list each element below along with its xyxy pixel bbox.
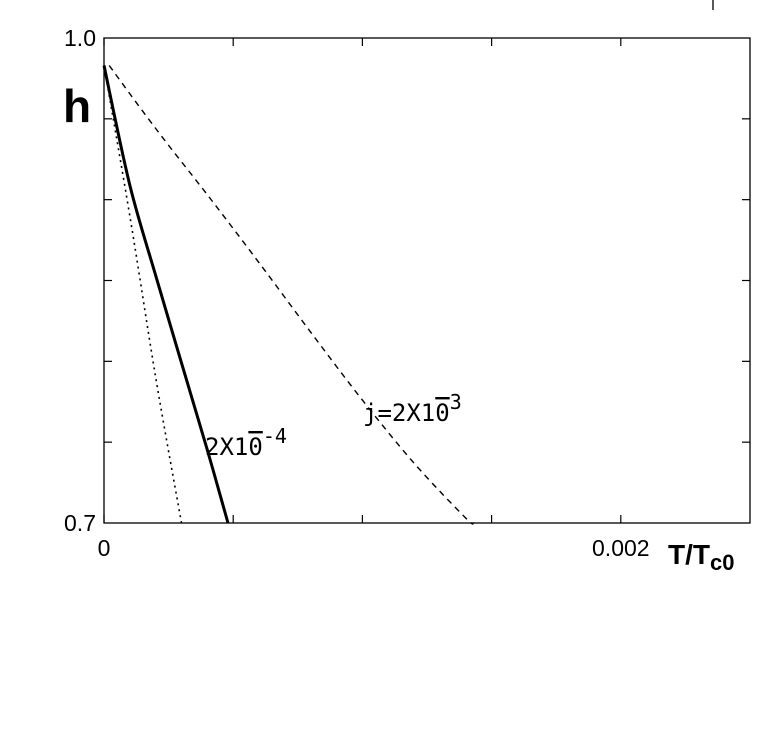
series-line-solid [102, 65, 230, 524]
y-tick-label: 1.0 [64, 25, 96, 51]
x-axis-label: T/Tc0 [668, 539, 734, 575]
series-line-dashed [108, 65, 474, 525]
x-tick-label: 0 [98, 535, 111, 561]
annotation-2x10-4-prefix: 2X1 [205, 433, 248, 461]
x-axis-label-sub: c0 [710, 550, 734, 575]
annotation-j-2x10-3-prefix: j=2X1 [363, 399, 435, 427]
annotation-j-2x10-3: j=2X103 [363, 390, 462, 427]
annotation-2x10-4: 2X10-4 [205, 424, 287, 461]
minor-ticks [103, 38, 750, 523]
series-line-dotted [103, 65, 183, 524]
series-group [102, 65, 474, 525]
annotation-2x10-4-exponent: -4 [263, 424, 287, 448]
plot-frame [103, 37, 751, 524]
annotation-2x10-4-bar: 0 [248, 433, 262, 461]
annotation-j-2x10-3-exponent: 3 [450, 390, 462, 414]
tick-labels: 0 0.002 0.7 1.0 [64, 25, 650, 561]
x-axis-label-main: T/T [668, 539, 710, 570]
y-axis-label: h [63, 80, 91, 132]
x-tick-label: 0.002 [592, 535, 650, 561]
y-tick-label: 0.7 [64, 510, 96, 536]
annotation-j-2x10-3-bar: 0 [435, 399, 449, 427]
